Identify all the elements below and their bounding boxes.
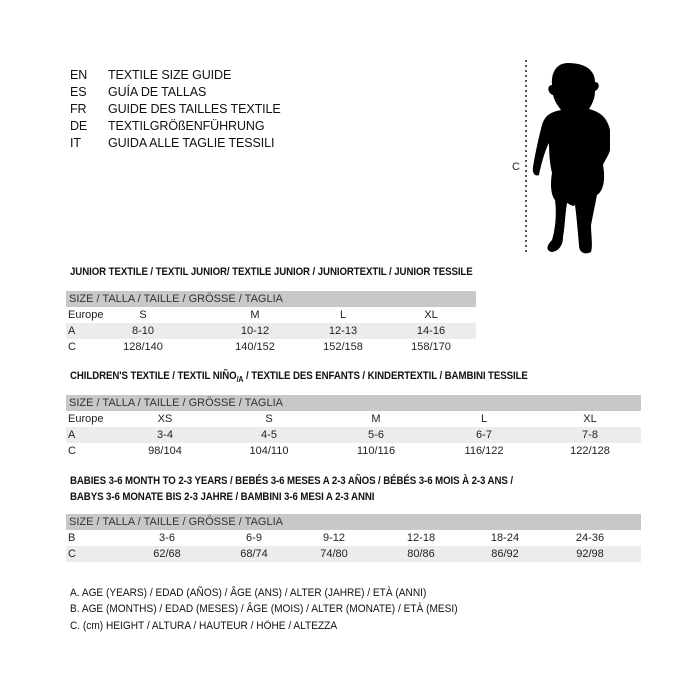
babies-title-line1: BABIES 3-6 MONTH TO 2-3 YEARS / BEBÉS 3-… [70, 475, 513, 487]
table-cell: 110/116 [356, 445, 396, 457]
table-cell: 18-24 [490, 532, 520, 544]
height-label: C [512, 161, 520, 173]
children-title-rest: / TEXTILE DES ENFANTS / KINDERTEXTIL / B… [243, 370, 528, 382]
legend-b: B. AGE (MONTHS) / EDAD (MESES) / ÂGE (MO… [70, 603, 458, 615]
table-cell: XL [424, 309, 438, 321]
table-row: C 62/68 68/74 74/80 80/86 86/92 92/98 [66, 546, 641, 562]
junior-title: JUNIOR TEXTILE / TEXTIL JUNIOR/ TEXTILE … [70, 266, 473, 278]
table-cell: S [265, 413, 273, 425]
child-silhouette-icon [532, 63, 610, 254]
table-cell: 92/98 [576, 548, 604, 560]
lang-code: EN [70, 68, 88, 82]
size-header: SIZE / TALLA / TAILLE / GRÖSSE / TAGLIA [66, 395, 641, 411]
child-silhouette-figure: C [512, 60, 610, 255]
table-cell: 12-18 [406, 532, 436, 544]
babies-title-line2: BABYS 3-6 MONATE BIS 2-3 JAHRE / BAMBINI… [70, 491, 375, 503]
table-cell: 140/152 [235, 341, 275, 353]
table-cell: 104/110 [249, 445, 289, 457]
table-cell: 62/68 [153, 548, 181, 560]
size-header: SIZE / TALLA / TAILLE / GRÖSSE / TAGLIA [66, 514, 641, 530]
table-row: B 3-6 6-9 9-12 12-18 18-24 24-36 [66, 530, 641, 546]
lang-code: DE [70, 119, 88, 133]
lang-title: GUIDE DES TAILLES TEXTILE [108, 102, 281, 116]
table-cell: S [139, 309, 147, 321]
row-label: Europe [68, 413, 104, 425]
row-label: B [68, 532, 76, 544]
lang-title: TEXTILGRÖßENFÜHRUNG [108, 119, 265, 133]
lang-title: GUÍA DE TALLAS [108, 85, 207, 99]
table-row: Europe S M L XL [66, 307, 476, 323]
table-cell: XS [157, 413, 173, 425]
table-cell: 116/122 [464, 445, 504, 457]
table-row: A 8-10 10-12 12-13 14-16 [66, 323, 476, 339]
lang-code: IT [70, 136, 81, 150]
table-cell: L [339, 309, 347, 321]
table-cell: 74/80 [320, 548, 348, 560]
table-cell: 3-6 [159, 532, 175, 544]
legend-c: C. (cm) HEIGHT / ALTURA / HAUTEUR / HÖHE… [70, 620, 338, 632]
table-row: A 3-4 4-5 5-6 6-7 7-8 [66, 427, 641, 443]
table-cell: 9-12 [322, 532, 346, 544]
lang-code: ES [70, 85, 87, 99]
table-cell: XL [583, 413, 597, 425]
junior-size-table: SIZE / TALLA / TAILLE / GRÖSSE / TAGLIA E… [66, 291, 476, 355]
table-row: Europe XS S M L XL [66, 411, 641, 427]
row-label: A [68, 325, 76, 337]
table-cell: 80/86 [407, 548, 435, 560]
table-cell: 128/140 [123, 341, 163, 353]
table-cell: 14-16 [416, 325, 446, 337]
table-cell: 6-7 [476, 429, 492, 441]
row-label: Europe [68, 309, 104, 321]
table-cell: 12-13 [328, 325, 358, 337]
children-title-sub: /A [236, 375, 244, 385]
table-cell: L [480, 413, 488, 425]
table-cell: 86/92 [491, 548, 519, 560]
table-cell: 158/170 [411, 341, 451, 353]
babies-size-table: SIZE / TALLA / TAILLE / GRÖSSE / TAGLIA B… [66, 514, 641, 562]
table-cell: 98/104 [148, 445, 182, 457]
table-cell: 4-5 [261, 429, 277, 441]
table-cell: M [250, 309, 260, 321]
table-cell: 68/74 [240, 548, 268, 560]
children-title-main: CHILDREN'S TEXTILE / TEXTIL NIÑO [70, 370, 237, 382]
lang-title: GUIDA ALLE TAGLIE TESSILI [108, 136, 275, 150]
table-cell: 7-8 [582, 429, 598, 441]
size-header: SIZE / TALLA / TAILLE / GRÖSSE / TAGLIA [66, 291, 476, 307]
table-cell: 6-9 [246, 532, 262, 544]
row-label: A [68, 429, 76, 441]
table-row: C 98/104 104/110 110/116 116/122 122/128 [66, 443, 641, 459]
table-cell: 152/158 [323, 341, 363, 353]
row-label: C [68, 548, 76, 560]
children-title: CHILDREN'S TEXTILE / TEXTIL NIÑO/A / TEX… [70, 370, 528, 384]
lang-code: FR [70, 102, 87, 116]
table-cell: 122/128 [570, 445, 610, 457]
lang-title: TEXTILE SIZE GUIDE [108, 68, 232, 82]
table-cell: 24-36 [575, 532, 605, 544]
table-cell: 8-10 [131, 325, 155, 337]
legend-a: A. AGE (YEARS) / EDAD (AÑOS) / ÂGE (ANS)… [70, 587, 427, 599]
children-size-table: SIZE / TALLA / TAILLE / GRÖSSE / TAGLIA E… [66, 395, 641, 459]
table-row: C 128/140 140/152 152/158 158/170 [66, 339, 476, 355]
row-label: C [68, 341, 76, 353]
table-cell: 10-12 [240, 325, 270, 337]
table-cell: M [371, 413, 381, 425]
table-cell: 5-6 [368, 429, 384, 441]
row-label: C [68, 445, 76, 457]
table-cell: 3-4 [157, 429, 173, 441]
